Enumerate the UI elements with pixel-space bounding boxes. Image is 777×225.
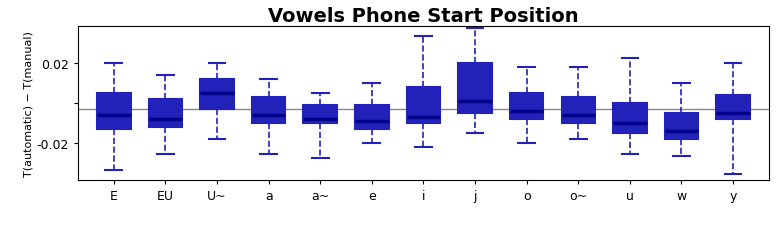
PathPatch shape: [458, 63, 492, 114]
Title: Vowels Phone Start Position: Vowels Phone Start Position: [268, 7, 579, 25]
PathPatch shape: [562, 97, 595, 124]
Y-axis label: T(automatic) − T(manual): T(automatic) − T(manual): [23, 31, 33, 176]
PathPatch shape: [716, 95, 750, 120]
PathPatch shape: [97, 93, 131, 130]
PathPatch shape: [304, 106, 337, 124]
PathPatch shape: [665, 114, 699, 140]
PathPatch shape: [406, 87, 441, 124]
PathPatch shape: [252, 97, 285, 124]
PathPatch shape: [510, 93, 543, 120]
PathPatch shape: [355, 106, 388, 130]
PathPatch shape: [200, 79, 234, 110]
PathPatch shape: [613, 104, 646, 134]
PathPatch shape: [148, 99, 182, 128]
